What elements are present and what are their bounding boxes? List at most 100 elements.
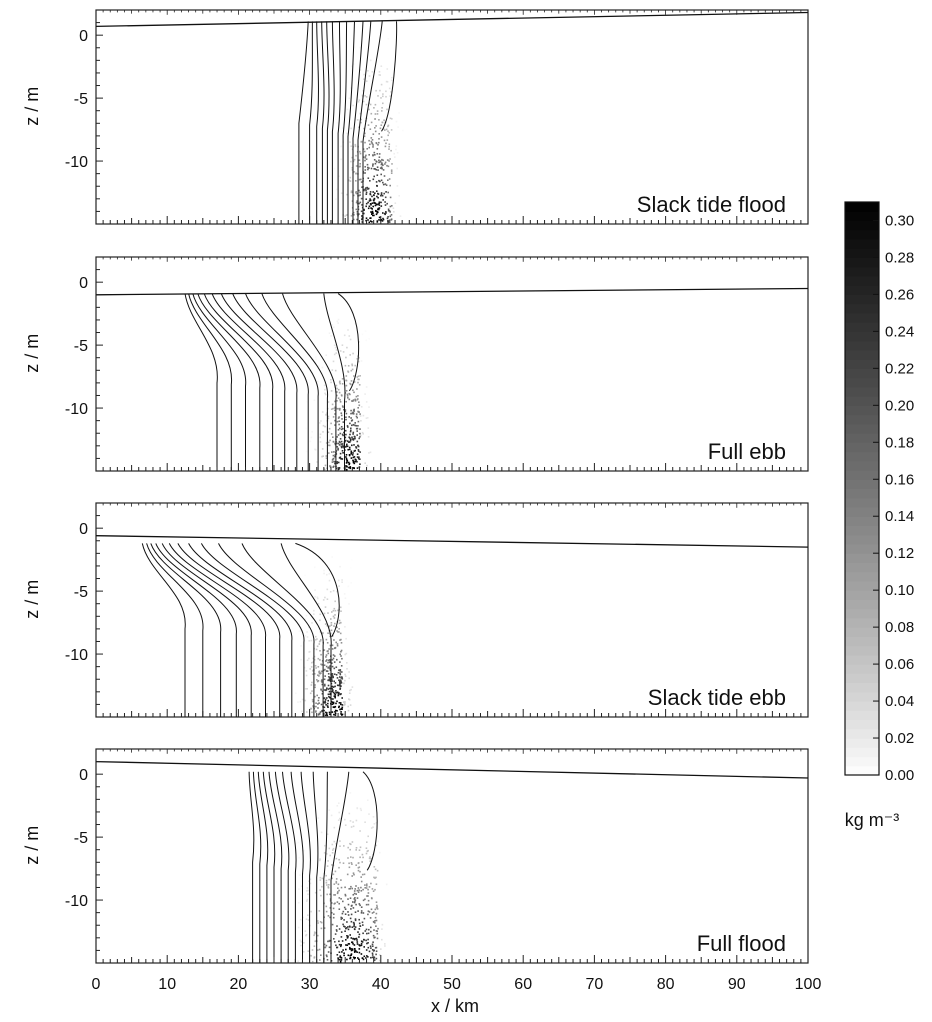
turbidity-speck bbox=[384, 129, 386, 131]
turbidity-speck bbox=[332, 907, 335, 910]
turbidity-speck bbox=[319, 876, 322, 879]
turbidity-speck bbox=[354, 957, 356, 959]
turbidity-speck bbox=[356, 453, 359, 455]
colorbar-step bbox=[845, 460, 879, 471]
turbidity-speck bbox=[374, 877, 376, 879]
turbidity-speck bbox=[333, 167, 336, 170]
turbidity-speck bbox=[347, 846, 349, 849]
turbidity-speck bbox=[373, 959, 376, 961]
turbidity-speck bbox=[361, 204, 363, 206]
turbidity-speck bbox=[369, 103, 372, 106]
turbidity-speck bbox=[334, 413, 336, 415]
turbidity-speck bbox=[382, 102, 384, 105]
turbidity-speck bbox=[333, 692, 336, 695]
turbidity-speck bbox=[313, 931, 316, 933]
contour-line bbox=[280, 543, 332, 717]
x-tick-label: 80 bbox=[657, 976, 675, 993]
turbidity-speck bbox=[388, 143, 391, 146]
turbidity-speck bbox=[388, 178, 391, 180]
turbidity-speck bbox=[332, 847, 335, 850]
turbidity-speck bbox=[345, 462, 348, 464]
turbidity-speck bbox=[356, 897, 359, 899]
turbidity-speck bbox=[341, 657, 343, 660]
turbidity-speck bbox=[356, 218, 358, 221]
turbidity-speck bbox=[354, 888, 356, 890]
turbidity-speck bbox=[333, 451, 335, 453]
panel-frame bbox=[95, 256, 809, 472]
turbidity-speck bbox=[368, 813, 370, 815]
colorbar-step bbox=[845, 294, 879, 305]
turbidity-speck bbox=[351, 454, 354, 456]
turbidity-speck bbox=[349, 393, 351, 396]
turbidity-speck bbox=[304, 688, 307, 690]
turbidity-speck bbox=[375, 953, 377, 956]
turbidity-speck bbox=[341, 713, 344, 716]
turbidity-speck bbox=[359, 432, 361, 435]
turbidity-speck bbox=[348, 446, 351, 449]
turbidity-speck bbox=[385, 184, 388, 186]
turbidity-speck bbox=[351, 419, 354, 421]
turbidity-speck bbox=[338, 684, 340, 687]
turbidity-speck bbox=[367, 201, 369, 204]
turbidity-speck bbox=[345, 412, 348, 415]
turbidity-speck bbox=[369, 860, 372, 862]
turbidity-speck bbox=[371, 912, 374, 914]
turbidity-speck bbox=[326, 650, 329, 653]
turbidity-speck bbox=[361, 941, 364, 943]
turbidity-speck bbox=[328, 441, 330, 444]
turbidity-speck bbox=[323, 384, 326, 387]
turbidity-speck bbox=[351, 875, 353, 877]
turbidity-speck bbox=[360, 944, 363, 947]
turbidity-speck bbox=[333, 460, 335, 463]
contour-line bbox=[330, 771, 350, 963]
turbidity-speck bbox=[332, 441, 335, 443]
turbidity-speck bbox=[365, 191, 368, 194]
turbidity-speck bbox=[383, 139, 386, 142]
contour-line bbox=[155, 543, 237, 717]
colorbar-step bbox=[845, 719, 879, 730]
turbidity-speck bbox=[340, 443, 343, 445]
turbidity-speck bbox=[325, 393, 327, 396]
turbidity-speck bbox=[350, 427, 352, 430]
turbidity-speck bbox=[374, 192, 376, 194]
turbidity-speck bbox=[334, 609, 337, 612]
turbidity-speck bbox=[338, 420, 341, 422]
turbidity-speck bbox=[355, 427, 358, 430]
turbidity-speck bbox=[344, 701, 346, 703]
contour-line bbox=[282, 293, 337, 471]
turbidity-speck bbox=[329, 659, 332, 662]
colorbar-step bbox=[845, 507, 879, 517]
turbidity-speck bbox=[338, 928, 341, 930]
turbidity-speck bbox=[331, 324, 334, 326]
colorbar-step bbox=[845, 636, 879, 647]
turbidity-speck bbox=[325, 660, 327, 662]
turbidity-speck bbox=[349, 704, 352, 706]
turbidity-speck bbox=[327, 417, 330, 420]
turbidity-speck bbox=[319, 422, 321, 424]
colorbar-step bbox=[845, 405, 879, 416]
turbidity-speck bbox=[355, 819, 358, 822]
turbidity-speck bbox=[340, 936, 343, 938]
turbidity-speck bbox=[354, 928, 356, 931]
turbidity-speck bbox=[334, 696, 336, 699]
turbidity-speck bbox=[350, 862, 353, 864]
turbidity-speck bbox=[335, 702, 337, 705]
turbidity-speck bbox=[327, 401, 330, 403]
turbidity-speck bbox=[373, 107, 375, 109]
turbidity-speck bbox=[349, 141, 351, 143]
turbidity-speck bbox=[331, 852, 334, 854]
turbidity-speck bbox=[378, 71, 381, 73]
turbidity-speck bbox=[358, 411, 360, 413]
turbidity-speck bbox=[334, 424, 336, 426]
turbidity-speck bbox=[351, 686, 354, 688]
turbidity-speck bbox=[365, 957, 367, 959]
turbidity-speck bbox=[390, 129, 393, 131]
turbidity-speck bbox=[378, 74, 381, 76]
turbidity-speck bbox=[317, 699, 320, 702]
turbidity-speck bbox=[342, 923, 344, 926]
turbidity-speck bbox=[337, 819, 340, 821]
turbidity-speck bbox=[339, 817, 341, 820]
panel-label: Slack tide ebb bbox=[648, 685, 786, 710]
turbidity-speck bbox=[357, 375, 360, 377]
turbidity-speck bbox=[316, 694, 318, 697]
